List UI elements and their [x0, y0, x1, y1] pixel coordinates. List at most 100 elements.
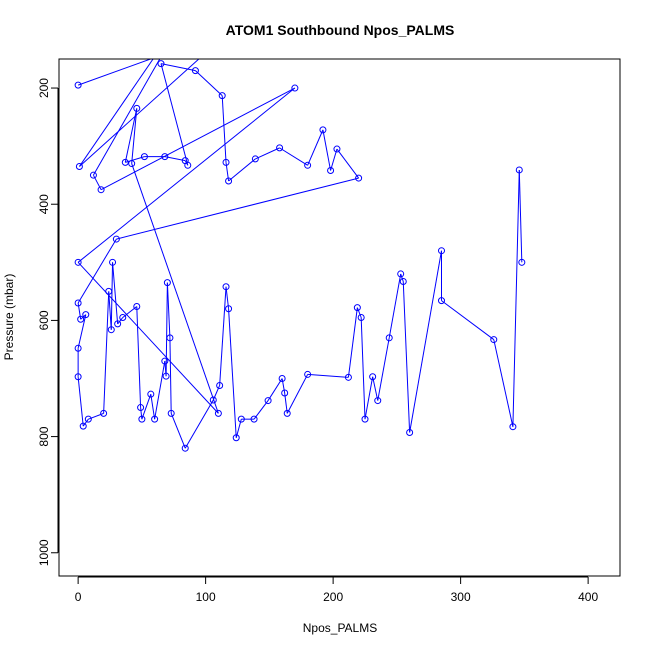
data-point: [353, 304, 361, 312]
series-segment: [92, 59, 161, 176]
data-point: [355, 174, 363, 182]
series-segment: [286, 374, 309, 414]
series-segment: [512, 169, 520, 427]
y-axis-label: Pressure (mbar): [2, 274, 16, 361]
series-segment: [150, 394, 156, 420]
data-point: [84, 415, 92, 423]
data-point: [327, 167, 335, 175]
data-point: [112, 235, 120, 243]
series-segment: [307, 373, 349, 378]
series-segment: [377, 337, 390, 401]
data-point: [133, 302, 141, 310]
y-tick-label: 200: [37, 78, 51, 98]
data-point: [167, 409, 175, 417]
data-point: [515, 166, 523, 174]
data-point: [89, 171, 97, 179]
series-segment: [279, 147, 308, 166]
data-point: [74, 373, 82, 381]
data-point: [283, 409, 291, 417]
data-point: [100, 409, 108, 417]
data-point: [161, 153, 169, 161]
x-tick-label: 200: [323, 590, 343, 604]
series-segment: [330, 148, 338, 171]
series-segment: [79, 59, 200, 167]
data-point: [163, 279, 171, 287]
data-point: [166, 334, 174, 342]
data-point: [399, 277, 407, 285]
data-point: [107, 326, 115, 334]
data-point: [344, 373, 352, 381]
data-point: [509, 423, 517, 431]
series-segment: [219, 286, 227, 386]
data-point: [151, 415, 159, 423]
data-point: [361, 415, 369, 423]
data-point: [438, 297, 445, 305]
data-point: [209, 396, 217, 404]
data-point: [319, 126, 327, 134]
series-segment: [225, 286, 230, 309]
data-point: [232, 434, 240, 442]
data-point: [191, 67, 199, 75]
data-point: [77, 315, 85, 323]
series-segment: [228, 308, 237, 438]
data-point: [333, 145, 341, 153]
data-point: [109, 258, 117, 266]
data-point: [278, 374, 286, 382]
series-segment: [78, 59, 154, 167]
data-point: [74, 81, 82, 89]
series-segment: [131, 163, 219, 414]
series-segment: [221, 95, 227, 163]
series-segment: [518, 169, 523, 263]
data-point: [374, 397, 382, 405]
series-segment: [364, 376, 374, 420]
data-point: [225, 305, 233, 313]
series-segment: [441, 300, 495, 340]
series-segment: [77, 376, 84, 427]
data-point: [518, 258, 526, 266]
series-segment: [141, 394, 152, 420]
data-point: [225, 177, 233, 185]
series-segment: [77, 238, 117, 304]
data-point: [304, 161, 312, 169]
series-segment: [165, 282, 168, 377]
y-tick-label: 600: [37, 310, 51, 330]
data-point: [74, 344, 82, 352]
series-segment: [360, 317, 366, 420]
data-point: [161, 357, 169, 365]
data-point: [181, 444, 189, 452]
data-series: [74, 59, 526, 452]
series-segment: [88, 412, 104, 420]
series-segment: [160, 63, 189, 166]
series-segment: [100, 87, 296, 191]
data-point: [119, 314, 127, 321]
data-point: [75, 162, 83, 170]
series-segment: [140, 407, 143, 420]
y-tick-label: 400: [37, 194, 51, 214]
data-point: [138, 415, 146, 423]
data-point: [369, 373, 377, 381]
x-axis: 0 100 200 300 400: [75, 576, 598, 604]
data-point: [216, 381, 224, 389]
data-point: [157, 60, 165, 68]
series-segment: [124, 108, 138, 163]
data-point: [222, 158, 230, 166]
data-point: [74, 258, 82, 266]
series-segment: [160, 63, 196, 72]
series-segment: [347, 307, 358, 378]
data-point: [406, 429, 414, 437]
data-point: [304, 370, 312, 378]
y-tick-label: 1000: [37, 539, 51, 566]
data-point: [218, 92, 226, 100]
data-point: [251, 155, 259, 163]
data-point: [438, 247, 445, 255]
data-point: [128, 160, 136, 168]
series-segment: [400, 273, 404, 282]
data-point: [250, 415, 258, 423]
data-point: [162, 372, 170, 380]
series-segment: [154, 360, 166, 420]
data-point: [281, 389, 289, 397]
series-segment: [92, 174, 102, 190]
series-segment: [212, 385, 221, 401]
series-segment: [307, 129, 324, 166]
